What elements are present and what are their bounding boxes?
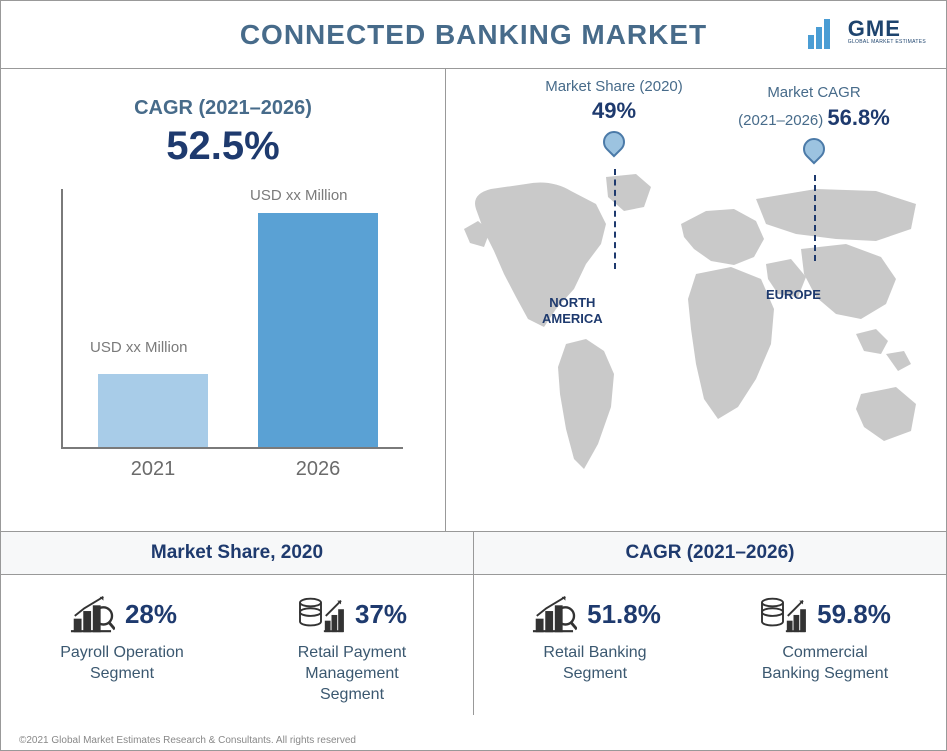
section-header-left: Market Share, 2020	[1, 532, 474, 574]
db-chart-icon	[759, 593, 807, 635]
segment-label: Retail Payment Management Segment	[298, 643, 407, 705]
chart-bar	[258, 213, 378, 447]
bar-magnifier-icon	[67, 593, 115, 635]
map-callout: Market Share (2020)49%	[534, 77, 694, 163]
chart-bar	[98, 374, 208, 447]
segment-label: Retail Banking Segment	[543, 643, 646, 685]
x-tick-label: 2026	[258, 458, 378, 481]
dash-connector	[814, 175, 816, 261]
segment-item: 59.8% Commercial Banking Segment	[714, 593, 936, 705]
logo-name: GME	[848, 18, 926, 40]
page-title: CONNECTED BANKING MARKET	[240, 19, 707, 51]
map-pin-icon	[603, 131, 625, 163]
callout-value: 56.8%	[827, 105, 889, 130]
region-label: EUROPE	[766, 287, 821, 303]
callout-label: Market Share (2020)	[534, 77, 694, 97]
callout-value: 49%	[534, 97, 694, 126]
bar-value-label: USD xx Million	[250, 187, 348, 204]
map-pin-icon	[803, 138, 825, 170]
cagr-value: 52.5%	[166, 124, 279, 169]
x-tick-label: 2021	[98, 458, 208, 481]
segment-label: Commercial Banking Segment	[762, 643, 888, 685]
bar-magnifier-icon	[529, 593, 577, 635]
main-row: CAGR (2021–2026) 52.5% USD xx Million 202…	[1, 69, 946, 531]
segment-value: 28%	[125, 599, 177, 630]
section-header-row: Market Share, 2020 CAGR (2021–2026)	[1, 531, 946, 575]
y-axis	[61, 189, 63, 449]
logo-text: GME GLOBAL MARKET ESTIMATES	[848, 18, 926, 45]
segment-item: 28% Payroll Operation Segment	[11, 593, 233, 705]
segments-left: 28% Payroll Operation Segment 37% Retail Pa…	[1, 575, 474, 715]
world-map	[456, 169, 926, 499]
left-panel: CAGR (2021–2026) 52.5% USD xx Million 202…	[1, 69, 446, 531]
logo-subtext: GLOBAL MARKET ESTIMATES	[848, 40, 926, 45]
footer-copyright: ©2021 Global Market Estimates Research &…	[19, 735, 356, 746]
db-chart-icon	[297, 593, 345, 635]
region-label: NORTH AMERICA	[542, 295, 603, 326]
map-callout: Market CAGR (2021–2026) 56.8%	[734, 83, 894, 170]
cagr-label: CAGR (2021–2026)	[134, 97, 312, 120]
bar-chart: USD xx Million 2021 USD xx Million 2026	[43, 189, 403, 489]
segment-label: Payroll Operation Segment	[60, 643, 184, 685]
dash-connector	[614, 169, 616, 269]
header: CONNECTED BANKING MARKET GME GLOBAL MARK…	[1, 1, 946, 69]
infographic-container: CONNECTED BANKING MARKET GME GLOBAL MARK…	[0, 0, 947, 751]
logo-bars-icon	[808, 13, 844, 49]
segment-value: 59.8%	[817, 599, 891, 630]
segment-value: 37%	[355, 599, 407, 630]
segments-right: 51.8% Retail Banking Segment 59.8% Commerci…	[474, 575, 946, 715]
section-header-right: CAGR (2021–2026)	[474, 532, 946, 574]
right-panel: Market Share (2020)49% NORTH AMERICA Marke…	[446, 69, 946, 531]
x-axis	[61, 447, 403, 449]
bar-value-label: USD xx Million	[90, 339, 188, 356]
logo: GME GLOBAL MARKET ESTIMATES	[808, 13, 926, 49]
segment-item: 51.8% Retail Banking Segment	[484, 593, 706, 705]
segment-value: 51.8%	[587, 599, 661, 630]
segment-item: 37% Retail Payment Management Segment	[241, 593, 463, 705]
segments-row: 28% Payroll Operation Segment 37% Retail Pa…	[1, 575, 946, 715]
